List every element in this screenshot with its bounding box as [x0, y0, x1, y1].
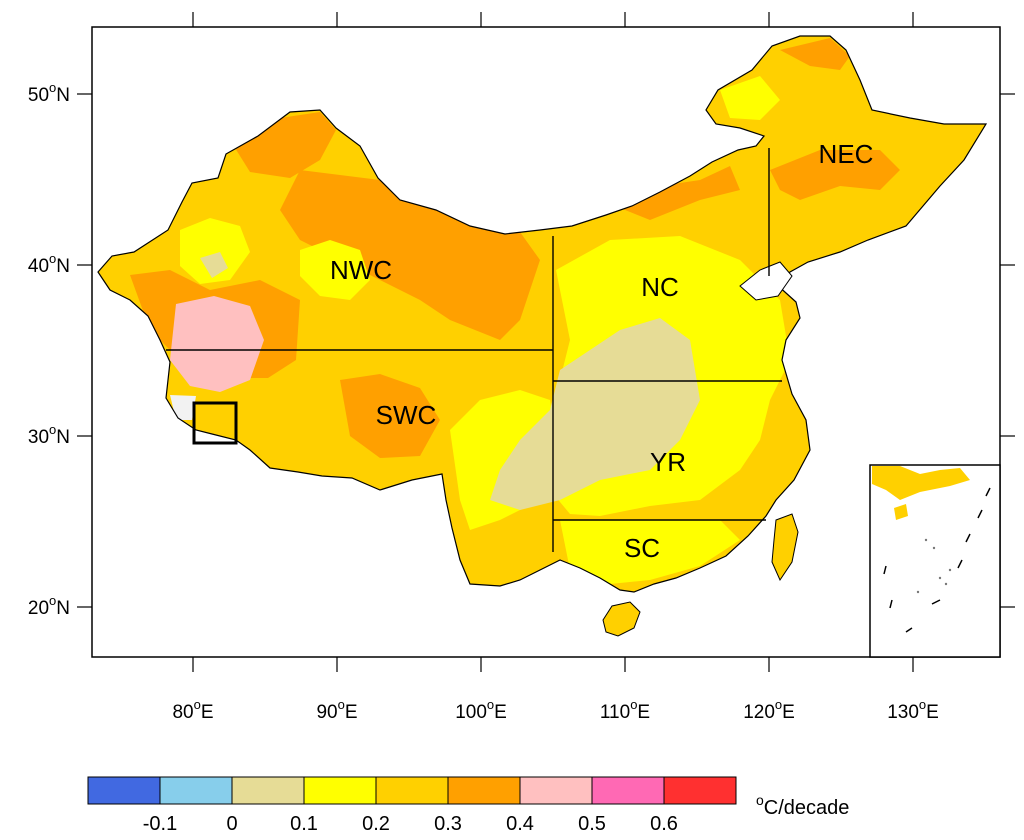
colorbar-swatch	[591, 776, 665, 805]
region-label-nc: NC	[641, 272, 679, 302]
lat-label-40: 40oN	[28, 251, 70, 277]
colorbar-label: 0.5	[578, 813, 606, 835]
taiwan-island	[771, 513, 799, 582]
lon-label-130: 130oE	[887, 697, 939, 723]
study-area-box	[192, 401, 238, 445]
lat-label-30: 30oN	[28, 422, 70, 448]
bohai-sea	[739, 261, 793, 301]
colorbar-swatch	[375, 776, 449, 805]
region-label-swc: SWC	[376, 400, 437, 430]
south-china-sea-inset	[869, 464, 1001, 658]
lon-label-100: 100oE	[455, 697, 507, 723]
colorbar-label: 0	[226, 813, 237, 835]
region-label-nwc: NWC	[330, 255, 392, 285]
colorbar-swatch	[447, 776, 521, 805]
colorbar-swatch	[159, 776, 233, 805]
region-label-sc: SC	[624, 533, 660, 563]
lat-label-50: 50oN	[28, 80, 70, 106]
colorbar-label: 0.2	[362, 813, 390, 835]
lat-label-20: 20oN	[28, 593, 70, 619]
lon-label-90: 90oE	[316, 697, 357, 723]
colorbar-swatch	[663, 776, 737, 805]
colorbar-swatch	[231, 776, 305, 805]
axis-ticks	[77, 12, 1015, 672]
colorbar: -0.1 0 0.1 0.2 0.3 0.4 0.5 0.6 oC/decade	[87, 776, 849, 835]
lon-label-110: 110oE	[600, 697, 650, 723]
region-boundaries	[166, 148, 782, 552]
lon-label-80: 80oE	[172, 697, 213, 723]
region-label-yr: YR	[650, 447, 686, 477]
colorbar-swatch	[519, 776, 593, 805]
colorbar-label: -0.1	[143, 813, 177, 835]
hainan-island	[602, 601, 641, 637]
colorbar-label: 0.6	[650, 813, 678, 835]
region-label-nec: NEC	[819, 139, 874, 169]
colorbar-unit: oC/decade	[756, 792, 849, 819]
colorbar-label: 0.1	[290, 813, 318, 835]
lon-label-120: 120oE	[743, 697, 795, 723]
colorbar-label: 0.3	[434, 813, 462, 835]
colorbar-swatch	[87, 776, 161, 805]
colorbar-swatch	[303, 776, 377, 805]
colorbar-label: 0.4	[506, 813, 534, 835]
